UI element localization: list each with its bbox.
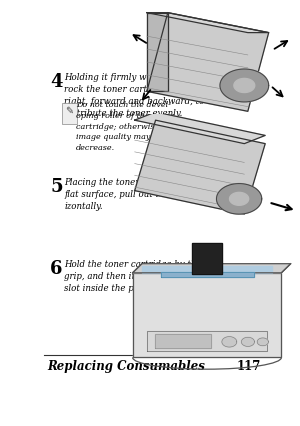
Text: 5: 5 xyxy=(50,177,63,196)
Polygon shape xyxy=(142,267,272,273)
Polygon shape xyxy=(147,14,168,92)
Polygon shape xyxy=(217,184,262,215)
Polygon shape xyxy=(242,337,254,347)
Text: 4: 4 xyxy=(50,72,63,90)
Polygon shape xyxy=(257,338,269,346)
Text: Do not touch the devel-
oping roller of the toner
cartridge; otherwise
image qua: Do not touch the devel- oping roller of … xyxy=(76,101,174,152)
Text: Hold the toner cartridge by the
grip, and then insert it into the
slot inside th: Hold the toner cartridge by the grip, an… xyxy=(64,259,202,293)
Polygon shape xyxy=(135,121,265,215)
Polygon shape xyxy=(234,79,255,93)
Polygon shape xyxy=(133,264,291,273)
Text: Placing the toner cartridge on a
flat surface, pull out the seal hor-
izontally.: Placing the toner cartridge on a flat su… xyxy=(64,177,211,210)
Polygon shape xyxy=(192,243,222,274)
Text: ✎: ✎ xyxy=(65,105,74,115)
Polygon shape xyxy=(155,334,211,348)
Text: Holding it firmly with both hands,
rock the toner cartridge left and
right, forw: Holding it firmly with both hands, rock … xyxy=(64,72,212,118)
Polygon shape xyxy=(160,272,254,277)
Text: 6: 6 xyxy=(50,259,63,277)
Polygon shape xyxy=(135,113,265,144)
Polygon shape xyxy=(230,193,249,206)
FancyBboxPatch shape xyxy=(62,104,77,125)
Polygon shape xyxy=(133,273,281,357)
Polygon shape xyxy=(147,14,269,112)
Polygon shape xyxy=(220,70,269,103)
Polygon shape xyxy=(148,331,266,351)
Text: Replacing Consumables: Replacing Consumables xyxy=(47,360,205,372)
Polygon shape xyxy=(222,337,237,347)
Polygon shape xyxy=(147,14,269,34)
Text: 117: 117 xyxy=(236,360,261,372)
